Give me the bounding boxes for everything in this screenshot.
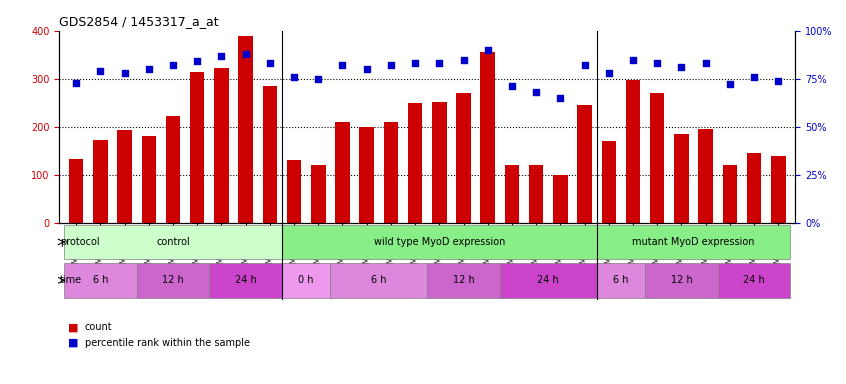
Bar xyxy=(553,175,568,223)
FancyBboxPatch shape xyxy=(64,263,137,298)
Point xyxy=(723,81,737,88)
Bar xyxy=(505,165,519,223)
Point xyxy=(118,70,131,76)
FancyBboxPatch shape xyxy=(282,225,596,259)
Text: 6 h: 6 h xyxy=(613,275,629,285)
Text: count: count xyxy=(85,322,113,332)
Text: 12 h: 12 h xyxy=(671,275,692,285)
Bar xyxy=(360,127,374,223)
FancyBboxPatch shape xyxy=(64,225,282,259)
Point xyxy=(190,58,204,65)
Point xyxy=(384,62,398,68)
Bar xyxy=(311,165,326,223)
Text: percentile rank within the sample: percentile rank within the sample xyxy=(85,338,250,348)
Text: 24 h: 24 h xyxy=(743,275,765,285)
Text: 0 h: 0 h xyxy=(299,275,314,285)
Bar xyxy=(408,103,422,223)
Point xyxy=(578,62,591,68)
Bar xyxy=(602,141,616,223)
FancyBboxPatch shape xyxy=(137,263,209,298)
Point xyxy=(457,56,470,63)
Bar xyxy=(650,93,664,223)
Text: 12 h: 12 h xyxy=(453,275,475,285)
Text: ■: ■ xyxy=(68,322,78,332)
Point xyxy=(263,60,277,66)
Bar xyxy=(190,71,205,223)
Point xyxy=(481,47,495,53)
Bar xyxy=(674,134,689,223)
Bar xyxy=(481,52,495,223)
Bar xyxy=(577,105,592,223)
Point xyxy=(360,66,373,72)
FancyBboxPatch shape xyxy=(596,225,790,259)
Point xyxy=(215,53,228,59)
Point xyxy=(167,62,180,68)
Point xyxy=(69,79,83,86)
FancyBboxPatch shape xyxy=(596,263,645,298)
Text: 24 h: 24 h xyxy=(537,275,559,285)
Point xyxy=(674,64,688,70)
Text: GDS2854 / 1453317_a_at: GDS2854 / 1453317_a_at xyxy=(59,15,219,28)
Point xyxy=(94,68,107,74)
Point xyxy=(747,74,761,80)
Point xyxy=(699,60,712,66)
Text: time: time xyxy=(60,275,82,285)
Text: 6 h: 6 h xyxy=(92,275,108,285)
FancyBboxPatch shape xyxy=(427,263,500,298)
Point xyxy=(553,95,567,101)
Point xyxy=(311,76,325,82)
Point xyxy=(288,74,301,80)
Point xyxy=(409,60,422,66)
Text: mutant MyoD expression: mutant MyoD expression xyxy=(632,237,755,247)
Bar xyxy=(118,130,132,223)
Bar xyxy=(141,136,156,223)
Bar xyxy=(529,165,543,223)
Bar xyxy=(699,129,713,223)
Bar xyxy=(456,93,471,223)
Point xyxy=(336,62,349,68)
Text: protocol: protocol xyxy=(60,237,99,247)
FancyBboxPatch shape xyxy=(500,263,596,298)
FancyBboxPatch shape xyxy=(209,263,282,298)
Point xyxy=(626,56,640,63)
FancyBboxPatch shape xyxy=(717,263,790,298)
Text: control: control xyxy=(157,237,190,247)
FancyBboxPatch shape xyxy=(645,263,717,298)
Point xyxy=(432,60,446,66)
Bar xyxy=(383,122,398,223)
Bar xyxy=(166,116,180,223)
Point xyxy=(505,83,519,89)
Bar xyxy=(287,161,301,223)
Bar xyxy=(432,102,447,223)
Bar xyxy=(239,36,253,223)
Point xyxy=(239,51,252,57)
Bar xyxy=(771,157,786,223)
Bar xyxy=(262,86,277,223)
Point xyxy=(602,70,616,76)
Point xyxy=(142,66,156,72)
Bar xyxy=(69,159,84,223)
Bar xyxy=(626,79,640,223)
FancyBboxPatch shape xyxy=(282,263,331,298)
Bar xyxy=(747,153,761,223)
Bar xyxy=(335,122,349,223)
Bar xyxy=(93,140,107,223)
Point xyxy=(772,78,785,84)
Text: wild type MyoD expression: wild type MyoD expression xyxy=(374,237,505,247)
Bar xyxy=(722,165,737,223)
Point xyxy=(651,60,664,66)
Text: 24 h: 24 h xyxy=(235,275,256,285)
FancyBboxPatch shape xyxy=(331,263,427,298)
Text: 12 h: 12 h xyxy=(162,275,184,285)
Bar xyxy=(214,68,228,223)
Point xyxy=(530,89,543,95)
Text: ■: ■ xyxy=(68,338,78,348)
Text: 6 h: 6 h xyxy=(371,275,387,285)
